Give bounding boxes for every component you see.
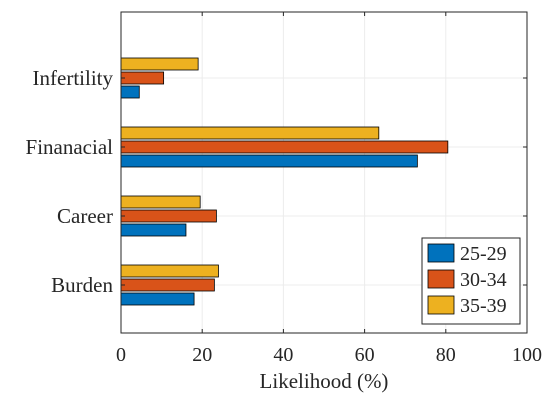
x-tick-label: 60: [355, 344, 375, 366]
category-label: Career: [57, 204, 113, 228]
bar-35-39: [120, 195, 201, 209]
bar-35-39: [120, 126, 380, 140]
legend-label: 35-39: [460, 295, 507, 317]
x-tick-label: 100: [512, 344, 542, 366]
x-tick-label: 0: [116, 344, 126, 366]
bar-35-39: [120, 264, 219, 278]
bar-30-34: [120, 278, 215, 292]
bars: [120, 57, 449, 306]
legend-label: 30-34: [460, 269, 507, 291]
axis-ticks: [120, 12, 528, 333]
category-label: Burden: [51, 273, 113, 297]
x-axis-title: Likelihood (%): [260, 369, 389, 393]
bar-25-29: [120, 292, 195, 306]
category-label: Finanacial: [26, 135, 114, 159]
bar-25-29: [120, 223, 187, 237]
plot-area-frame: [120, 11, 528, 334]
bar-25-29: [120, 154, 418, 168]
bar-35-39: [120, 57, 199, 71]
x-tick-label: 20: [192, 344, 212, 366]
category-labels: Burden Career Finanacial Infertility: [26, 66, 114, 297]
x-tick-labels: 0 20 40 60 80 100: [116, 344, 542, 366]
legend-label: 25-29: [460, 243, 507, 265]
category-label: Infertility: [33, 66, 114, 90]
bar-30-34: [120, 209, 217, 223]
bar-30-34: [120, 71, 165, 85]
legend: 25-29 30-34 35-39: [421, 237, 521, 325]
x-tick-label: 80: [436, 344, 456, 366]
bar-25-29: [120, 85, 140, 99]
legend-swatch: [427, 295, 455, 315]
x-tick-label: 40: [273, 344, 293, 366]
bar-30-34: [120, 140, 449, 154]
legend-swatch: [427, 243, 455, 263]
legend-swatch: [427, 269, 455, 289]
